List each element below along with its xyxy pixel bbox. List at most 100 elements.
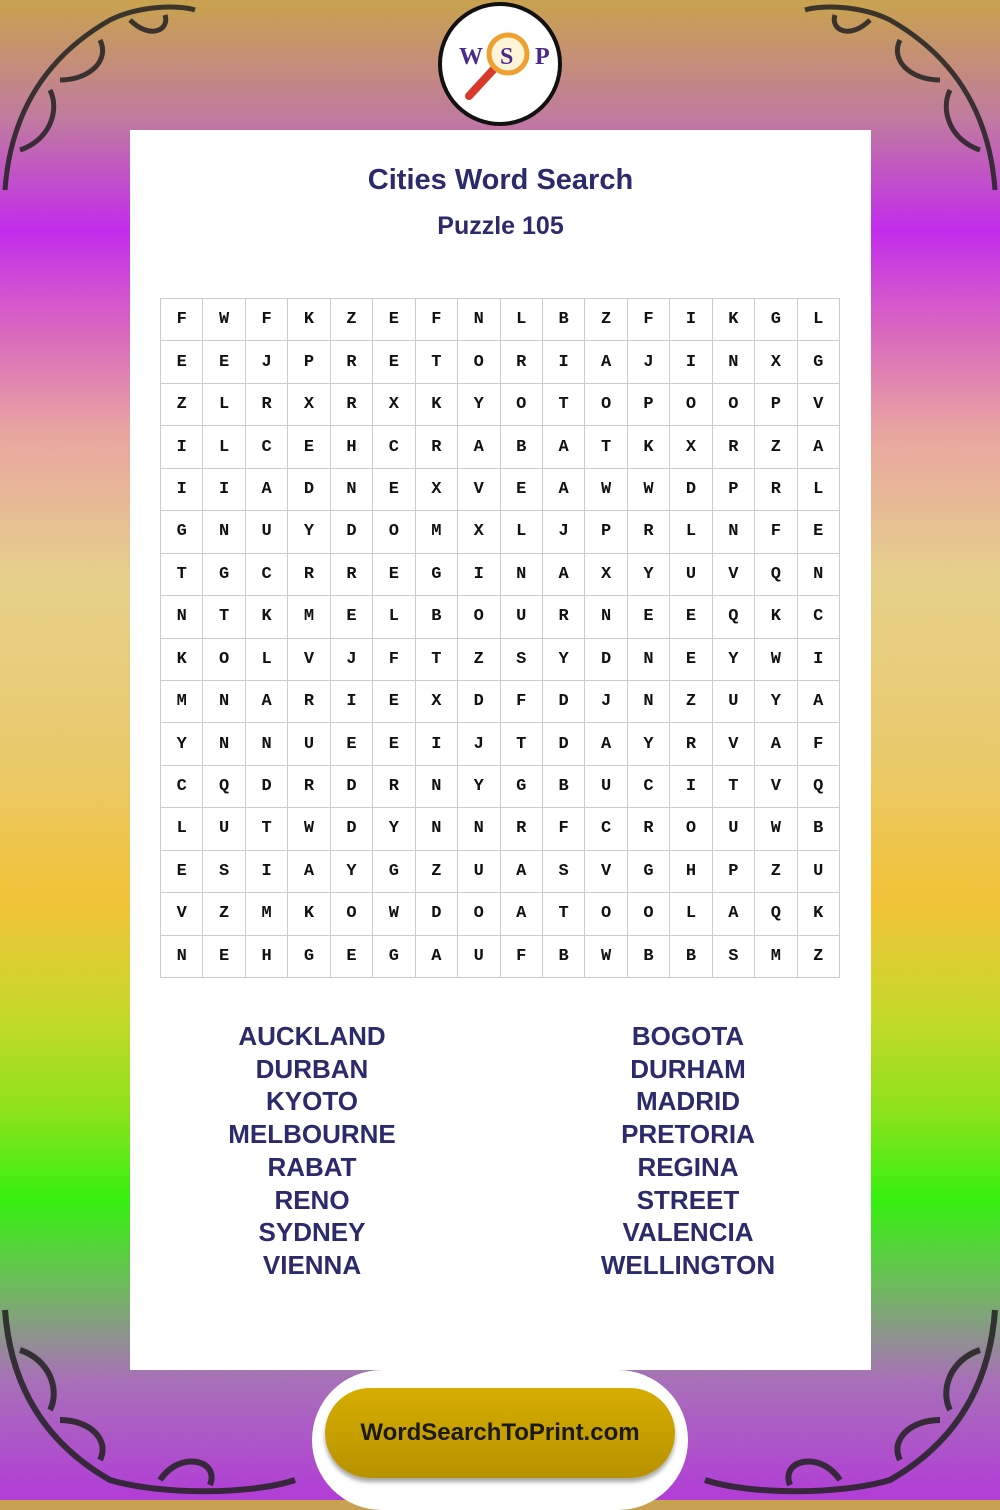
grid-cell[interactable]: X — [585, 553, 628, 597]
grid-cell[interactable]: L — [500, 511, 543, 554]
grid-cell[interactable]: N — [585, 596, 628, 639]
grid-cell[interactable]: V — [797, 383, 840, 427]
grid-cell[interactable]: K — [755, 596, 798, 639]
grid-cell[interactable]: H — [670, 850, 713, 894]
grid-cell[interactable]: B — [797, 808, 840, 851]
grid-cell[interactable]: N — [203, 723, 246, 766]
grid-cell[interactable]: A — [415, 935, 459, 978]
grid-cell[interactable]: K — [288, 893, 331, 936]
grid-cell[interactable]: A — [585, 341, 628, 384]
grid-cell[interactable]: Y — [712, 638, 756, 681]
grid-cell[interactable]: R — [288, 680, 331, 724]
grid-cell[interactable]: F — [755, 511, 798, 554]
grid-cell[interactable]: T — [415, 341, 459, 384]
grid-cell[interactable]: P — [712, 850, 756, 894]
grid-cell[interactable]: U — [670, 553, 713, 597]
grid-cell[interactable]: L — [670, 511, 713, 554]
grid-cell[interactable]: L — [797, 468, 840, 512]
grid-cell[interactable]: I — [670, 299, 713, 342]
grid-cell[interactable]: Y — [161, 723, 204, 766]
grid-cell[interactable]: R — [373, 765, 416, 809]
grid-cell[interactable]: E — [500, 468, 543, 512]
grid-cell[interactable]: R — [627, 511, 671, 554]
grid-cell[interactable]: E — [797, 511, 840, 554]
grid-cell[interactable]: B — [627, 935, 671, 978]
grid-cell[interactable]: N — [712, 341, 756, 384]
grid-cell[interactable]: A — [245, 680, 289, 724]
grid-cell[interactable]: R — [542, 596, 586, 639]
grid-cell[interactable]: G — [755, 299, 798, 342]
grid-cell[interactable]: I — [161, 426, 204, 469]
grid-cell[interactable]: Y — [330, 850, 374, 894]
grid-cell[interactable]: X — [670, 426, 713, 469]
grid-cell[interactable]: E — [373, 341, 416, 384]
grid-cell[interactable]: K — [627, 426, 671, 469]
grid-cell[interactable]: K — [415, 383, 459, 427]
grid-cell[interactable]: V — [161, 893, 204, 936]
grid-cell[interactable]: D — [542, 723, 586, 766]
grid-cell[interactable]: E — [203, 935, 246, 978]
grid-cell[interactable]: Y — [755, 680, 798, 724]
grid-cell[interactable]: G — [161, 511, 204, 554]
grid-cell[interactable]: K — [712, 299, 756, 342]
grid-cell[interactable]: N — [415, 808, 459, 851]
grid-cell[interactable]: M — [245, 893, 289, 936]
grid-cell[interactable]: X — [415, 680, 459, 724]
grid-cell[interactable]: E — [373, 299, 416, 342]
grid-cell[interactable]: D — [288, 468, 331, 512]
grid-cell[interactable]: G — [373, 850, 416, 894]
grid-cell[interactable]: F — [415, 299, 459, 342]
grid-cell[interactable]: I — [670, 341, 713, 384]
grid-cell[interactable]: W — [203, 299, 246, 342]
grid-cell[interactable]: L — [161, 808, 204, 851]
grid-cell[interactable]: V — [755, 765, 798, 809]
grid-cell[interactable]: N — [203, 511, 246, 554]
grid-cell[interactable]: R — [330, 341, 374, 384]
grid-cell[interactable]: N — [797, 553, 840, 597]
grid-cell[interactable]: F — [245, 299, 289, 342]
grid-cell[interactable]: D — [330, 765, 374, 809]
grid-cell[interactable]: P — [712, 468, 756, 512]
grid-cell[interactable]: E — [373, 553, 416, 597]
grid-cell[interactable]: F — [627, 299, 671, 342]
grid-cell[interactable]: T — [161, 553, 204, 597]
grid-cell[interactable]: N — [161, 935, 204, 978]
grid-cell[interactable]: N — [458, 299, 501, 342]
grid-cell[interactable]: O — [585, 893, 628, 936]
grid-cell[interactable]: L — [797, 299, 840, 342]
grid-cell[interactable]: O — [500, 383, 543, 427]
grid-cell[interactable]: L — [245, 638, 289, 681]
grid-cell[interactable]: R — [500, 808, 543, 851]
grid-cell[interactable]: R — [627, 808, 671, 851]
grid-cell[interactable]: M — [755, 935, 798, 978]
grid-cell[interactable]: J — [627, 341, 671, 384]
grid-cell[interactable]: H — [330, 426, 374, 469]
grid-cell[interactable]: B — [500, 426, 543, 469]
grid-cell[interactable]: G — [627, 850, 671, 894]
grid-cell[interactable]: E — [288, 426, 331, 469]
grid-cell[interactable]: N — [203, 680, 246, 724]
grid-cell[interactable]: N — [330, 468, 374, 512]
grid-cell[interactable]: F — [373, 638, 416, 681]
grid-cell[interactable]: F — [500, 680, 543, 724]
grid-cell[interactable]: A — [542, 468, 586, 512]
grid-cell[interactable]: U — [458, 935, 501, 978]
grid-cell[interactable]: S — [500, 638, 543, 681]
grid-cell[interactable]: A — [542, 426, 586, 469]
grid-cell[interactable]: D — [330, 511, 374, 554]
grid-cell[interactable]: M — [161, 680, 204, 724]
grid-cell[interactable]: Y — [627, 723, 671, 766]
grid-cell[interactable]: P — [627, 383, 671, 427]
grid-cell[interactable]: Y — [627, 553, 671, 597]
grid-cell[interactable]: A — [755, 723, 798, 766]
grid-cell[interactable]: K — [797, 893, 840, 936]
grid-cell[interactable]: Z — [161, 383, 204, 427]
grid-cell[interactable]: B — [670, 935, 713, 978]
grid-cell[interactable]: I — [245, 850, 289, 894]
grid-cell[interactable]: V — [712, 553, 756, 597]
grid-cell[interactable]: C — [161, 765, 204, 809]
grid-cell[interactable]: U — [203, 808, 246, 851]
grid-cell[interactable]: K — [288, 299, 331, 342]
grid-cell[interactable]: U — [797, 850, 840, 894]
grid-cell[interactable]: O — [458, 893, 501, 936]
